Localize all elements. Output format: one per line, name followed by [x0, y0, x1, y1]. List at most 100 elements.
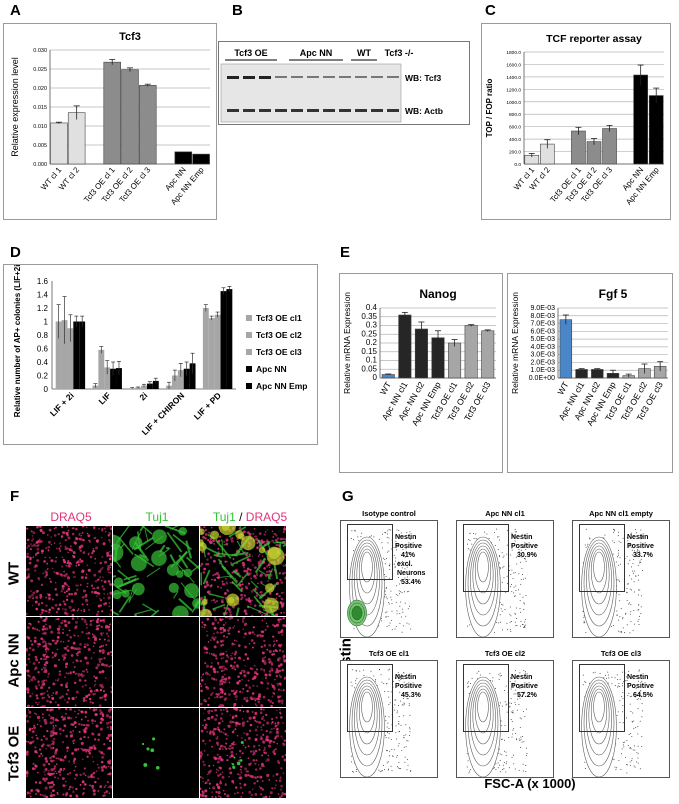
- nucleus: [248, 775, 250, 777]
- nucleus: [47, 648, 50, 651]
- event-dot: [409, 715, 410, 716]
- event-dot: [409, 705, 410, 706]
- nucleus: [86, 633, 88, 635]
- nucleus: [212, 574, 214, 576]
- nucleus: [111, 654, 113, 656]
- nucleus: [283, 565, 285, 567]
- nucleus: [271, 540, 274, 543]
- nucleus: [40, 693, 42, 695]
- nucleus: [72, 730, 74, 732]
- nucleus: [250, 762, 252, 764]
- nucleus: [48, 541, 51, 544]
- nucleus: [45, 574, 48, 577]
- event-dot: [391, 620, 392, 621]
- nucleus: [219, 618, 221, 620]
- nucleus: [232, 627, 234, 629]
- nucleus: [282, 738, 283, 739]
- event-dot: [398, 745, 399, 746]
- nucleus: [226, 583, 228, 585]
- nucleus: [86, 564, 88, 566]
- nucleus: [275, 780, 277, 782]
- nucleus: [276, 734, 279, 737]
- event-dot: [640, 561, 641, 562]
- nucleus: [55, 718, 58, 721]
- nucleus: [47, 782, 50, 785]
- gate-value: 33.7%: [627, 551, 671, 560]
- nucleus: [94, 558, 96, 560]
- nucleus: [26, 547, 28, 549]
- nucleus: [282, 755, 284, 757]
- nucleus: [97, 587, 100, 590]
- nucleus: [254, 633, 256, 635]
- nucleus: [84, 646, 87, 649]
- nucleus: [202, 674, 204, 676]
- event-dot: [513, 592, 514, 593]
- nucleus: [84, 680, 86, 682]
- nucleus: [58, 533, 60, 535]
- nucleus: [274, 787, 276, 789]
- nucleus: [216, 742, 219, 745]
- nucleus: [265, 629, 267, 631]
- nucleus: [27, 626, 30, 629]
- event-dot: [642, 703, 643, 704]
- nucleus: [277, 743, 279, 745]
- nucleus: [45, 670, 48, 673]
- y-tick-label: 0.05: [361, 364, 377, 373]
- nucleus: [221, 696, 223, 698]
- nucleus: [225, 748, 227, 750]
- nucleus: [73, 758, 76, 761]
- gate-value: 64.5%: [627, 691, 671, 700]
- category-label: WT: [555, 380, 570, 396]
- nucleus: [109, 592, 112, 595]
- nucleus: [104, 794, 106, 796]
- nucleus: [242, 628, 244, 630]
- nucleus: [211, 579, 213, 581]
- legend-swatch: [246, 315, 252, 321]
- nucleus: [67, 773, 69, 775]
- nucleus: [222, 720, 224, 722]
- nucleus: [91, 657, 93, 659]
- nucleus: [248, 745, 250, 747]
- nucleus: [233, 703, 236, 706]
- event-dot: [633, 721, 634, 722]
- legend-swatch: [246, 383, 252, 389]
- nucleus: [86, 662, 89, 665]
- nucleus: [108, 766, 109, 767]
- neuron-cluster: [210, 531, 219, 540]
- nucleus: [273, 645, 275, 647]
- nucleus: [281, 598, 283, 600]
- nucleus: [41, 745, 44, 748]
- nucleus: [74, 748, 77, 751]
- nucleus: [91, 591, 93, 593]
- nucleus: [255, 729, 258, 732]
- nucleus: [43, 692, 45, 694]
- nucleus: [242, 705, 243, 706]
- neuron-cluster: [131, 555, 147, 571]
- nucleus: [245, 586, 248, 589]
- actb-band: [275, 109, 287, 112]
- nucleus: [105, 785, 107, 787]
- nucleus: [28, 675, 31, 678]
- nucleus: [52, 789, 55, 792]
- event-dot: [408, 591, 409, 592]
- nucleus: [97, 579, 99, 581]
- event-dot: [523, 764, 524, 765]
- nucleus: [27, 568, 30, 571]
- event-dot: [402, 609, 403, 610]
- panel-letter-d: D: [10, 244, 21, 261]
- sparse-tuj1: [232, 763, 234, 765]
- nucleus: [51, 544, 52, 545]
- nucleus: [203, 571, 205, 573]
- nucleus: [235, 690, 238, 693]
- event-dot: [501, 739, 502, 740]
- nucleus: [52, 692, 54, 694]
- nucleus: [54, 664, 57, 667]
- nucleus: [249, 730, 251, 732]
- bar: [104, 62, 121, 164]
- nucleus: [45, 610, 47, 612]
- nucleus: [250, 578, 252, 580]
